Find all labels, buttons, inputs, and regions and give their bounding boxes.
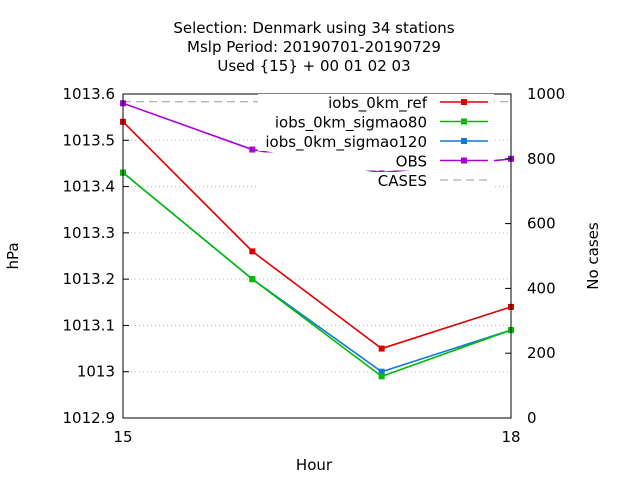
legend-bg — [258, 152, 494, 171]
legend-marker — [461, 138, 467, 144]
x-axis-label: Hour — [296, 456, 333, 474]
title-line: Used {15} + 00 01 02 03 — [217, 57, 410, 75]
series-line-iobs-0km-sigmao80 — [122, 172, 512, 378]
title-line: Selection: Denmark using 34 stations — [173, 19, 454, 37]
legend-bg — [258, 133, 494, 151]
data-point — [249, 276, 256, 283]
series-line-iobs-0km-ref — [122, 121, 512, 350]
chart-title: Selection: Denmark using 34 stationsMslp… — [173, 19, 454, 75]
legend-label: iobs_0km_sigmao120 — [265, 133, 427, 152]
data-point — [249, 248, 256, 255]
legend-marker — [461, 157, 467, 164]
y-tick-label: 1013.5 — [63, 131, 116, 149]
y2-tick-label: 400 — [527, 279, 556, 297]
y2-tick-label: 800 — [527, 150, 556, 168]
legend-bg — [258, 94, 494, 112]
legend-label: iobs_0km_sigmao80 — [275, 114, 427, 133]
legend-bg — [258, 113, 494, 132]
legend-label: iobs_0km_ref — [328, 94, 428, 113]
y-tick-label: 1013.2 — [63, 270, 116, 288]
y2-axis-label: No cases — [584, 222, 602, 290]
data-point — [249, 146, 256, 153]
y-tick-label: 1013.3 — [63, 224, 116, 242]
legend-label: CASES — [378, 172, 427, 190]
y-tick-label: 1013 — [77, 363, 115, 381]
data-point — [378, 368, 385, 375]
legend-marker — [461, 99, 467, 105]
y2-tick-label: 0 — [527, 409, 537, 427]
x-tick-label: 15 — [113, 428, 132, 446]
data-point — [378, 373, 385, 380]
y-axis-label: hPa — [4, 242, 22, 269]
data-point — [378, 345, 385, 352]
y-tick-label: 1013.4 — [63, 178, 116, 196]
y2-tick-label: 200 — [527, 344, 556, 362]
y-tick-label: 1013.1 — [63, 316, 116, 334]
y-tick-label: 1012.9 — [63, 409, 116, 427]
y2-tick-label: 1000 — [527, 85, 565, 103]
y-tick-label: 1013.6 — [63, 85, 116, 103]
legend-label: OBS — [396, 153, 427, 171]
x-tick-label: 18 — [501, 428, 520, 446]
series-line-iobs-0km-sigmao120 — [122, 172, 512, 373]
y2-tick-label: 600 — [527, 215, 556, 233]
legend: iobs_0km_refiobs_0km_sigmao80iobs_0km_si… — [258, 94, 494, 190]
title-line: Mslp Period: 20190701-20190729 — [187, 38, 441, 56]
legend-marker — [461, 118, 467, 125]
legend-bg — [258, 172, 494, 190]
axis-ticks: 1012.9 1013 1013.1 1013.2 1013.3 1013.4 1013.5… — [63, 85, 566, 446]
